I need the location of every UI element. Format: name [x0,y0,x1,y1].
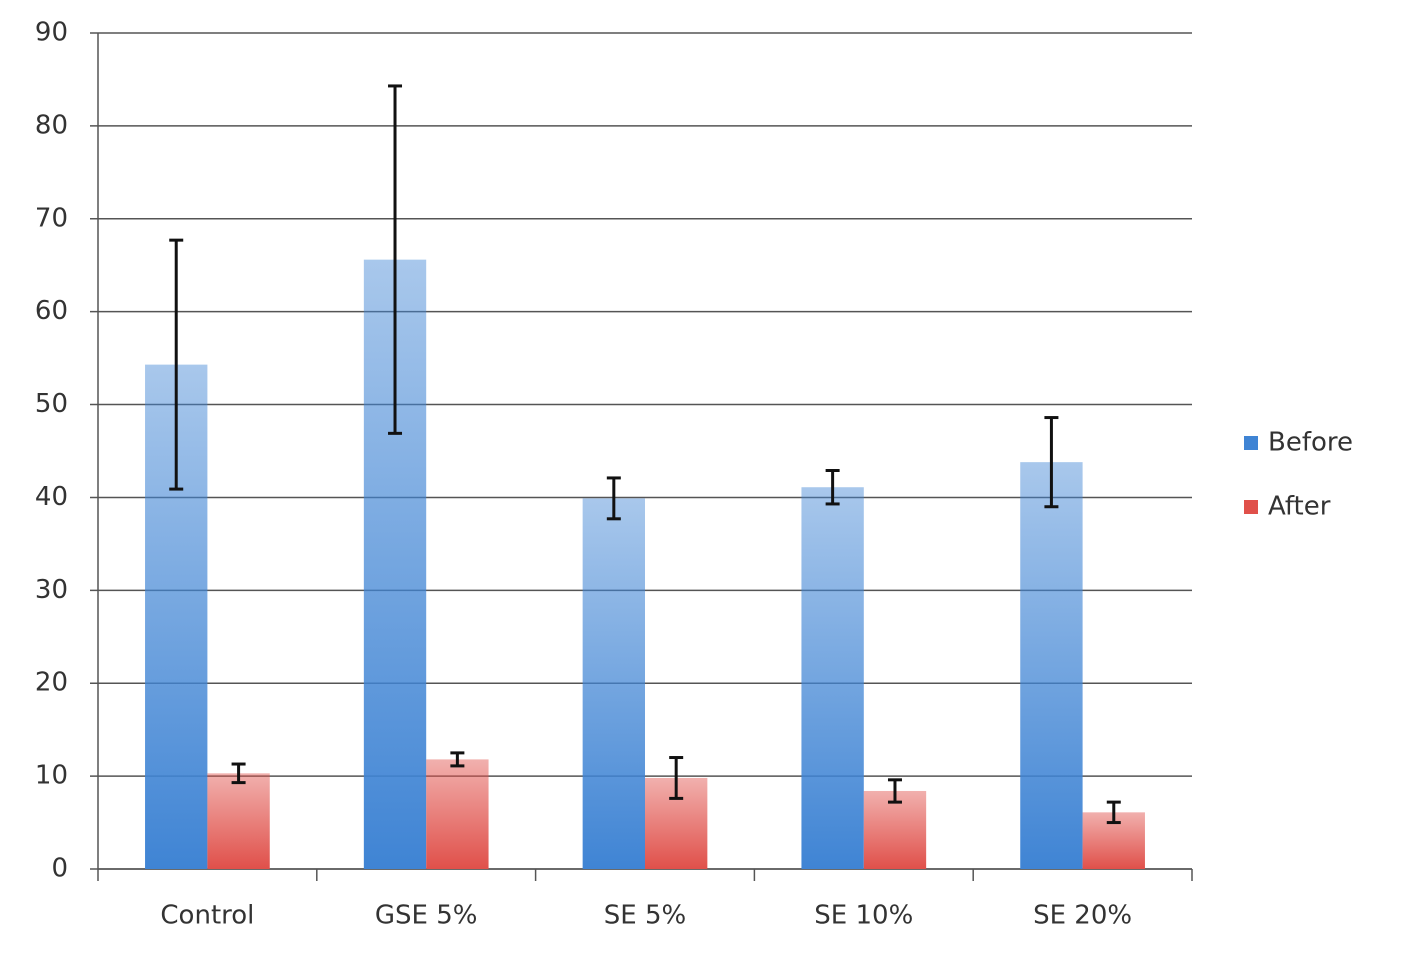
error-bar [825,469,840,506]
y-tick-label: 0 [51,854,68,884]
error-bar [606,476,621,521]
error-bar [887,778,902,804]
bar [426,759,489,869]
x-tick-label: SE 20% [1033,901,1132,931]
bar [582,498,645,869]
legend-label: Before [1268,428,1353,458]
x-tick-label: GSE 5% [375,901,478,931]
y-tick-label: 50 [35,389,68,419]
bar [801,487,864,869]
legend-swatch [1244,436,1258,450]
legend-swatch [1244,500,1258,514]
legend-label: After [1268,492,1331,522]
error-bar [388,84,403,435]
y-tick-label: 60 [35,296,68,326]
error-bar [1044,416,1059,509]
y-tick-label: 80 [35,110,68,140]
y-tick-label: 70 [35,203,68,233]
bar [207,773,270,869]
x-tick-label: SE 5% [604,901,686,931]
error-bar [669,756,684,800]
error-bar [1106,800,1121,825]
y-tick-label: 30 [35,575,68,605]
error-bar [231,762,246,785]
y-tick-label: 40 [35,482,68,512]
error-bar [169,238,184,491]
bar [863,790,927,869]
y-tick-label: 20 [35,668,68,698]
y-tick-label: 90 [35,18,68,48]
x-tick-label: Control [160,901,254,931]
x-tick-label: SE 10% [814,901,913,931]
error-bar [450,751,465,768]
y-tick-label: 10 [35,761,68,791]
bar [1020,462,1083,869]
